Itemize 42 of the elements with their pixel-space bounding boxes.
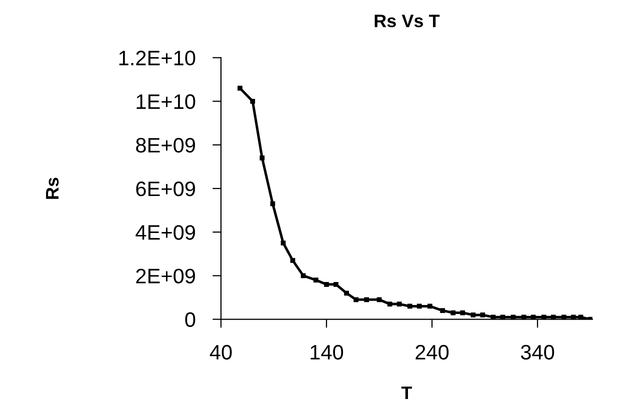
y-tick-label: 8E+09 xyxy=(136,138,195,153)
point xyxy=(376,297,382,302)
point xyxy=(396,302,402,306)
point xyxy=(460,310,466,316)
point xyxy=(407,304,412,309)
chart-title: Rs Vs T xyxy=(374,14,440,28)
point xyxy=(470,312,476,318)
point xyxy=(541,314,546,320)
point xyxy=(480,312,486,318)
point xyxy=(238,86,242,91)
point xyxy=(290,258,296,263)
point xyxy=(314,278,318,282)
y-tick-label: 4E+09 xyxy=(136,225,195,240)
x-axis-title: T xyxy=(401,386,412,400)
point xyxy=(416,304,422,309)
y-tick-label: 2E+09 xyxy=(136,268,195,284)
point xyxy=(260,156,265,160)
point xyxy=(334,282,338,287)
point xyxy=(450,310,456,316)
x-tick-label: 140 xyxy=(310,344,344,360)
point xyxy=(300,273,306,278)
x-tick-label: 40 xyxy=(210,344,232,360)
point xyxy=(344,290,349,296)
point xyxy=(440,308,445,314)
point xyxy=(324,282,329,287)
point xyxy=(387,302,392,306)
y-tick-label: 1.2E+10 xyxy=(119,50,196,66)
point xyxy=(354,297,358,302)
x-tick-label: 340 xyxy=(520,344,554,360)
point xyxy=(270,201,276,206)
point xyxy=(250,98,256,104)
point xyxy=(427,304,432,309)
y-tick-label: 0 xyxy=(185,312,196,328)
point xyxy=(280,240,286,246)
y-axis-title: Rs xyxy=(46,178,59,199)
point xyxy=(364,297,370,302)
point xyxy=(550,314,556,320)
y-tick-label: 1E+10 xyxy=(136,94,196,110)
x-tick-label: 240 xyxy=(416,344,449,360)
point xyxy=(570,314,576,320)
y-tick-label: 6E+09 xyxy=(136,181,195,196)
point xyxy=(561,314,566,320)
